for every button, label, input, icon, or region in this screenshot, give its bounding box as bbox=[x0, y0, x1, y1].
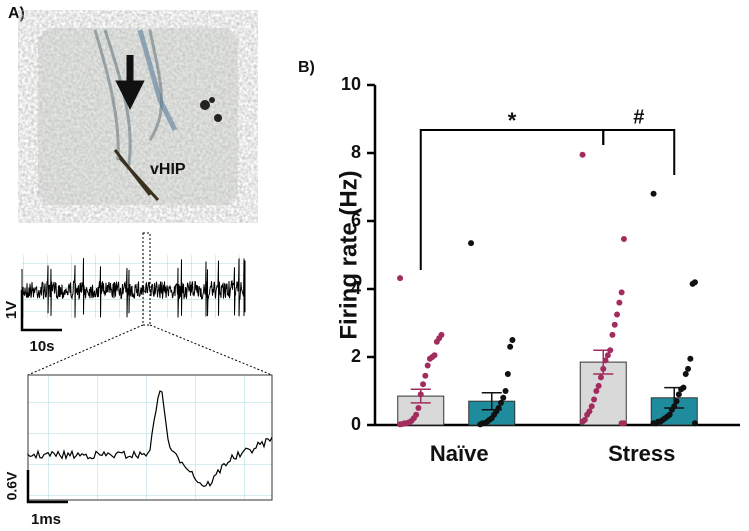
y-axis-title: Firing rate (Hz) bbox=[335, 170, 362, 339]
data-point bbox=[607, 347, 614, 354]
data-point bbox=[618, 289, 625, 296]
y-tick-label: 2 bbox=[351, 346, 361, 366]
scale-label: 1V bbox=[3, 301, 20, 319]
data-point bbox=[424, 362, 431, 369]
spike-trace bbox=[27, 390, 273, 488]
data-point bbox=[591, 396, 598, 403]
data-point bbox=[477, 421, 484, 428]
data-point bbox=[509, 337, 516, 343]
data-point bbox=[650, 190, 657, 197]
data-point bbox=[502, 388, 509, 394]
data-point bbox=[397, 421, 404, 428]
data-point bbox=[687, 355, 694, 362]
data-point bbox=[507, 343, 514, 350]
data-point bbox=[618, 420, 625, 427]
data-point bbox=[422, 372, 429, 379]
data-point bbox=[397, 275, 404, 282]
data-point bbox=[650, 420, 657, 427]
significance-bracket bbox=[602, 129, 676, 175]
y-tick-label: 10 bbox=[341, 74, 361, 94]
x-tick-label: Stress bbox=[608, 441, 675, 466]
data-point bbox=[420, 381, 427, 388]
data-point bbox=[675, 391, 682, 398]
data-point bbox=[595, 382, 602, 389]
data-point bbox=[597, 374, 604, 381]
region-label: vHIP bbox=[150, 161, 186, 178]
data-point bbox=[584, 411, 591, 418]
data-point bbox=[497, 399, 504, 406]
data-point bbox=[691, 420, 698, 427]
annotation: # bbox=[633, 106, 644, 128]
data-point bbox=[468, 240, 475, 247]
histology-image bbox=[38, 28, 238, 205]
data-point bbox=[579, 418, 586, 425]
annotation: * bbox=[508, 108, 517, 133]
y-tick-label: 0 bbox=[351, 414, 361, 434]
x-tick-label: Naïve bbox=[430, 441, 489, 466]
scale-label: 10s bbox=[29, 338, 54, 355]
data-point bbox=[611, 321, 618, 328]
data-point bbox=[417, 391, 424, 398]
zoom-lines bbox=[27, 324, 273, 376]
data-point bbox=[433, 338, 440, 345]
data-point bbox=[588, 403, 595, 410]
data-point bbox=[682, 371, 689, 377]
panel-label: A) bbox=[8, 5, 25, 22]
voltage-trace bbox=[21, 258, 246, 318]
data-point bbox=[614, 311, 621, 318]
data-point bbox=[593, 388, 600, 394]
data-point bbox=[504, 371, 511, 377]
y-tick-label: 4 bbox=[351, 278, 361, 298]
data-point bbox=[415, 405, 422, 411]
data-point bbox=[689, 280, 696, 287]
data-point bbox=[616, 299, 623, 306]
scale-label: 0.6V bbox=[4, 471, 20, 500]
data-point bbox=[668, 406, 675, 413]
data-point bbox=[426, 355, 433, 362]
data-point bbox=[678, 386, 685, 393]
data-point bbox=[579, 151, 586, 158]
scale-label: 1ms bbox=[31, 511, 61, 528]
data-point bbox=[620, 236, 627, 243]
data-point bbox=[602, 357, 609, 364]
data-point bbox=[685, 365, 692, 372]
data-point bbox=[673, 398, 680, 405]
y-tick-label: 6 bbox=[351, 210, 361, 230]
data-point bbox=[600, 365, 607, 372]
panel-label: B) bbox=[298, 59, 315, 76]
zoom-box bbox=[142, 232, 151, 326]
y-tick-label: 8 bbox=[351, 142, 361, 162]
scale-bar bbox=[20, 290, 62, 332]
data-point bbox=[609, 331, 616, 338]
data-point bbox=[604, 352, 611, 359]
scale-bar bbox=[26, 470, 68, 504]
data-point bbox=[500, 394, 507, 401]
zoom-grid bbox=[27, 374, 273, 501]
significance-bracket bbox=[419, 129, 605, 270]
